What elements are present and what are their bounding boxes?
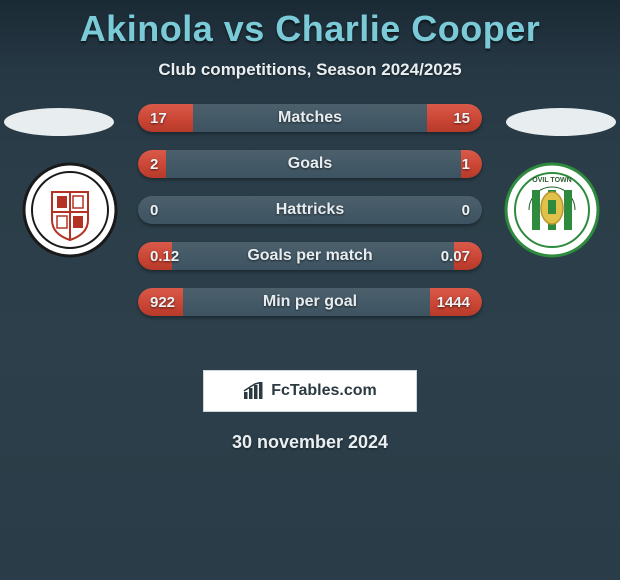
stat-bar-right — [461, 150, 482, 178]
comparison-date: 30 november 2024 — [0, 432, 620, 453]
bar-chart-icon — [243, 382, 265, 400]
comparison-stage: OVIL TOWN Matches1715 Goals21 Hattricks00 G… — [0, 104, 620, 364]
comparison-title: Akinola vs Charlie Cooper — [0, 0, 620, 50]
stat-bar-left — [138, 104, 193, 132]
stat-bar-left — [138, 150, 166, 178]
stats-bars-container: Matches1715 Goals21 Hattricks00 Goals per m… — [138, 104, 482, 334]
stat-bar-neutral — [183, 288, 431, 316]
stat-row: Hattricks00 — [138, 196, 482, 224]
brand-text: FcTables.com — [271, 382, 377, 400]
yeovil-crest-icon: OVIL TOWN — [502, 160, 602, 260]
stat-bar-left — [138, 242, 172, 270]
stat-bar-neutral — [166, 150, 462, 178]
stat-row: Matches1715 — [138, 104, 482, 132]
comparison-subtitle: Club competitions, Season 2024/2025 — [0, 60, 620, 80]
right-team-crest: OVIL TOWN — [502, 160, 602, 260]
stat-bar-neutral — [172, 242, 454, 270]
right-ellipse-decoration — [506, 108, 616, 136]
stat-row: Min per goal9221444 — [138, 288, 482, 316]
stat-bar-left — [138, 288, 183, 316]
woking-crest-icon — [20, 160, 120, 260]
brand-attribution: FcTables.com — [203, 370, 417, 412]
left-team-crest — [20, 160, 120, 260]
stat-bar-right — [454, 242, 482, 270]
stat-row: Goals per match0.120.07 — [138, 242, 482, 270]
stat-row: Goals21 — [138, 150, 482, 178]
svg-text:OVIL TOWN: OVIL TOWN — [532, 177, 571, 184]
stat-bar-right — [427, 104, 482, 132]
stat-bar-neutral — [193, 104, 427, 132]
stat-bar-right — [430, 288, 482, 316]
left-ellipse-decoration — [4, 108, 114, 136]
stat-bar-neutral — [138, 196, 482, 224]
